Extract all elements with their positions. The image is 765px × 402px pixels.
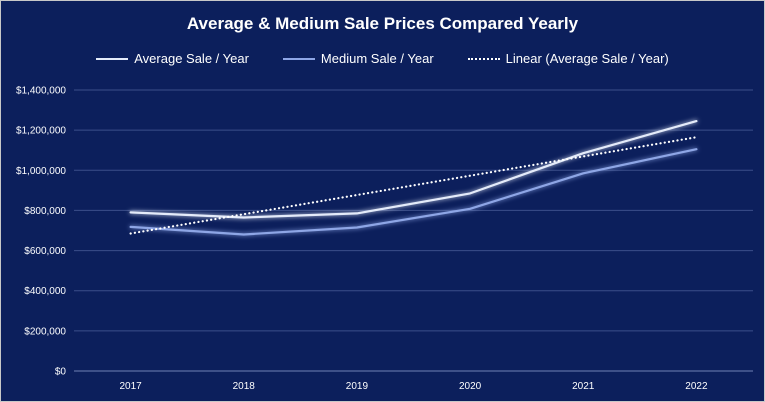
y-tick-label: $600,000: [24, 246, 66, 257]
y-tick-label: $1,400,000: [16, 86, 66, 97]
y-tick-label: $1,000,000: [16, 166, 66, 177]
legend-label-medium: Medium Sale / Year: [320, 51, 434, 66]
legend-item-medium: Medium Sale / Year: [282, 51, 434, 66]
legend-swatch-average: [96, 57, 129, 60]
series-line-medium: [129, 148, 698, 236]
series-line-linear-trend: [129, 136, 698, 235]
series-line-average: [129, 119, 698, 219]
y-tick-label: $0: [55, 367, 67, 378]
legend-swatch-medium: [282, 57, 315, 60]
y-tick-label: $200,000: [24, 326, 66, 337]
y-tick-label: $800,000: [24, 206, 66, 217]
legend-item-average: Average Sale / Year: [96, 51, 249, 66]
x-tick-label: 2020: [459, 381, 482, 392]
y-tick-label: $400,000: [24, 286, 66, 297]
x-tick-label: 2022: [685, 381, 708, 392]
y-tick-label: $1,200,000: [16, 126, 66, 137]
x-tick-label: 2018: [233, 381, 256, 392]
chart-legend: Average Sale / Year Medium Sale / Year L…: [1, 51, 764, 66]
legend-item-linear: Linear (Average Sale / Year): [467, 51, 669, 66]
legend-label-linear: Linear (Average Sale / Year): [505, 51, 669, 66]
legend-swatch-linear: [467, 57, 500, 60]
legend-label-average: Average Sale / Year: [134, 51, 249, 66]
x-tick-label: 2021: [572, 381, 595, 392]
x-tick-label: 2019: [346, 381, 369, 392]
x-tick-label: 2017: [119, 381, 142, 392]
chart-title: Average & Medium Sale Prices Compared Ye…: [186, 14, 579, 33]
